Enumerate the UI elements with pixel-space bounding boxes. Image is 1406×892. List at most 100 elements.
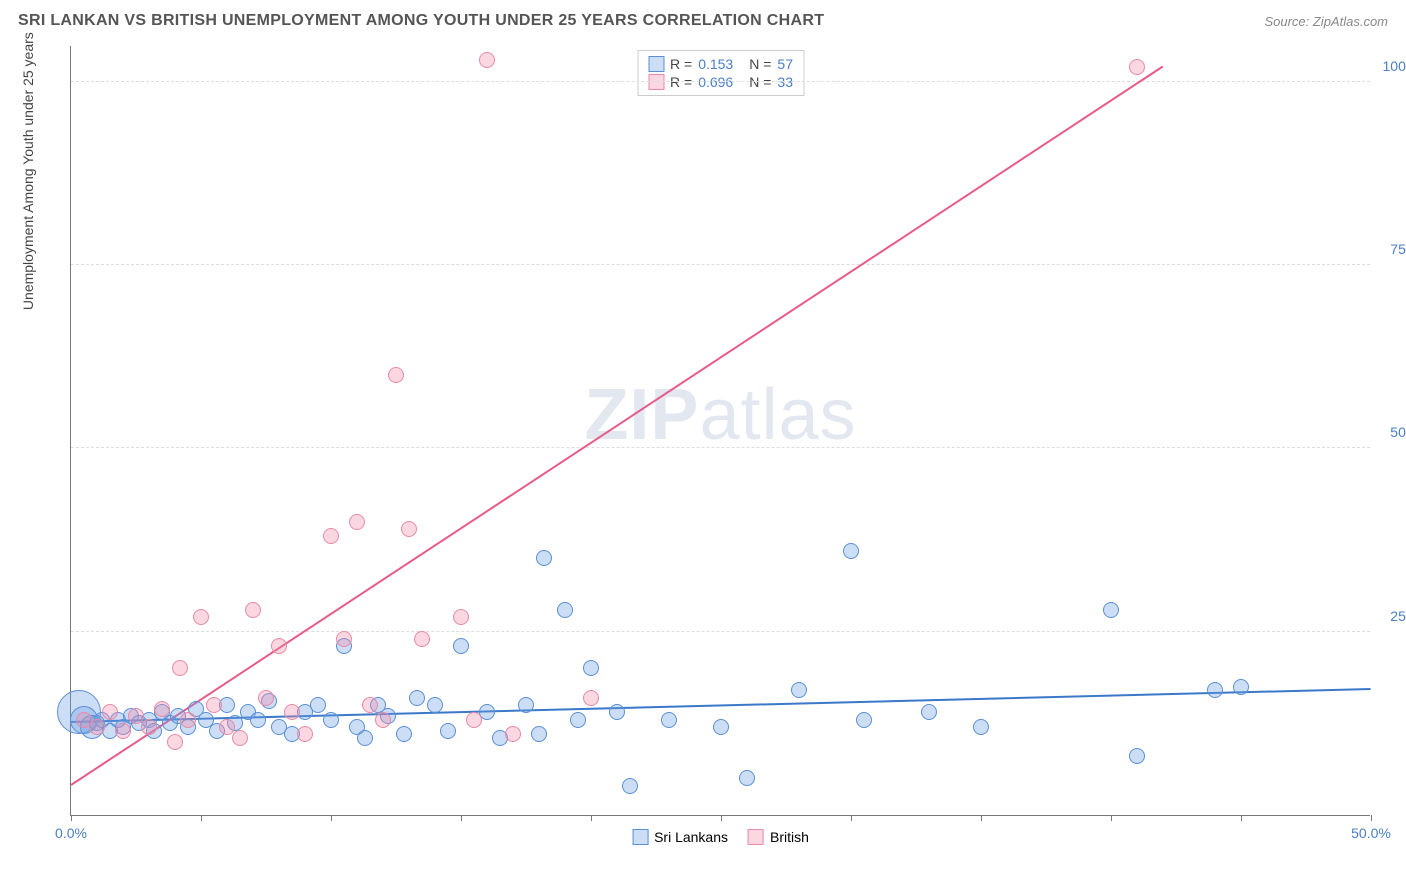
watermark-zip: ZIP: [584, 375, 699, 455]
data-point: [336, 631, 352, 647]
x-tick: [71, 815, 72, 821]
data-point: [206, 697, 222, 713]
data-point: [362, 697, 378, 713]
gridline: [71, 631, 1370, 632]
data-point: [154, 701, 170, 717]
data-point: [323, 528, 339, 544]
data-point: [427, 697, 443, 713]
data-point: [167, 734, 183, 750]
legend-n-label: N =: [749, 74, 771, 90]
watermark-atlas: atlas: [699, 375, 856, 455]
data-point: [349, 514, 365, 530]
x-tick: [981, 815, 982, 821]
source-attribution: Source: ZipAtlas.com: [1264, 14, 1388, 29]
data-point: [856, 712, 872, 728]
legend-item: Sri Lankans: [632, 829, 728, 845]
data-point: [1233, 679, 1249, 695]
data-point: [440, 723, 456, 739]
data-point: [739, 770, 755, 786]
data-point: [713, 719, 729, 735]
data-point: [557, 602, 573, 618]
legend-row: R =0.153N =57: [648, 55, 793, 73]
data-point: [609, 704, 625, 720]
legend-swatch: [648, 74, 664, 90]
data-point: [583, 660, 599, 676]
data-point: [89, 719, 105, 735]
data-point: [409, 690, 425, 706]
data-point: [661, 712, 677, 728]
legend-n-label: N =: [749, 56, 771, 72]
data-point: [357, 730, 373, 746]
correlation-legend: R = 0.153 N = 57R = 0.696 N = 33: [637, 50, 804, 96]
legend-r-value: 0.153: [698, 56, 733, 72]
data-point: [466, 712, 482, 728]
data-point: [375, 712, 391, 728]
y-axis-label: Unemployment Among Youth under 25 years: [20, 32, 36, 310]
chart-area: Unemployment Among Youth under 25 years …: [50, 46, 1380, 836]
data-point: [973, 719, 989, 735]
x-tick: [1111, 815, 1112, 821]
trend-line: [70, 65, 1163, 785]
data-point: [505, 726, 521, 742]
x-tick: [201, 815, 202, 821]
scatter-plot: ZIPatlas R =0.153N =57R =0.696N =33 Sri …: [70, 46, 1370, 816]
data-point: [1207, 682, 1223, 698]
x-tick-label: 0.0%: [55, 825, 87, 841]
x-tick: [461, 815, 462, 821]
data-point: [518, 697, 534, 713]
legend-r-label: R =: [670, 74, 692, 90]
x-tick: [721, 815, 722, 821]
legend-label: Sri Lankans: [654, 829, 728, 845]
data-point: [115, 723, 131, 739]
data-point: [258, 690, 274, 706]
data-point: [570, 712, 586, 728]
legend-r-value: 0.696: [698, 74, 733, 90]
gridline: [71, 447, 1370, 448]
data-point: [180, 712, 196, 728]
data-point: [271, 638, 287, 654]
x-tick: [331, 815, 332, 821]
data-point: [622, 778, 638, 794]
watermark: ZIPatlas: [584, 374, 856, 456]
data-point: [1129, 59, 1145, 75]
data-point: [453, 609, 469, 625]
data-point: [479, 52, 495, 68]
data-point: [791, 682, 807, 698]
data-point: [401, 521, 417, 537]
legend-n-value: 57: [777, 56, 793, 72]
data-point: [232, 730, 248, 746]
legend-n-value: 33: [777, 74, 793, 90]
data-point: [1103, 602, 1119, 618]
data-point: [297, 726, 313, 742]
y-tick-label: 50.0%: [1375, 424, 1406, 440]
x-tick: [851, 815, 852, 821]
x-tick: [1241, 815, 1242, 821]
y-tick-label: 25.0%: [1375, 608, 1406, 624]
data-point: [388, 367, 404, 383]
legend-swatch: [748, 829, 764, 845]
gridline: [71, 264, 1370, 265]
data-point: [310, 697, 326, 713]
x-tick-label: 50.0%: [1351, 825, 1391, 841]
chart-header: SRI LANKAN VS BRITISH UNEMPLOYMENT AMONG…: [0, 0, 1406, 38]
y-tick-label: 100.0%: [1375, 58, 1406, 74]
data-point: [323, 712, 339, 728]
data-point: [453, 638, 469, 654]
data-point: [284, 704, 300, 720]
legend-row: R = 0.696 N = 33: [648, 73, 793, 91]
x-tick: [591, 815, 592, 821]
data-point: [172, 660, 188, 676]
chart-title: SRI LANKAN VS BRITISH UNEMPLOYMENT AMONG…: [18, 12, 824, 30]
legend-swatch: [648, 56, 664, 72]
gridline: [71, 81, 1370, 82]
data-point: [1129, 748, 1145, 764]
data-point: [245, 602, 261, 618]
data-point: [102, 704, 118, 720]
series-legend: Sri LankansBritish: [632, 829, 809, 845]
data-point: [193, 609, 209, 625]
data-point: [141, 719, 157, 735]
data-point: [536, 550, 552, 566]
data-point: [414, 631, 430, 647]
data-point: [250, 712, 266, 728]
legend-swatch: [632, 829, 648, 845]
